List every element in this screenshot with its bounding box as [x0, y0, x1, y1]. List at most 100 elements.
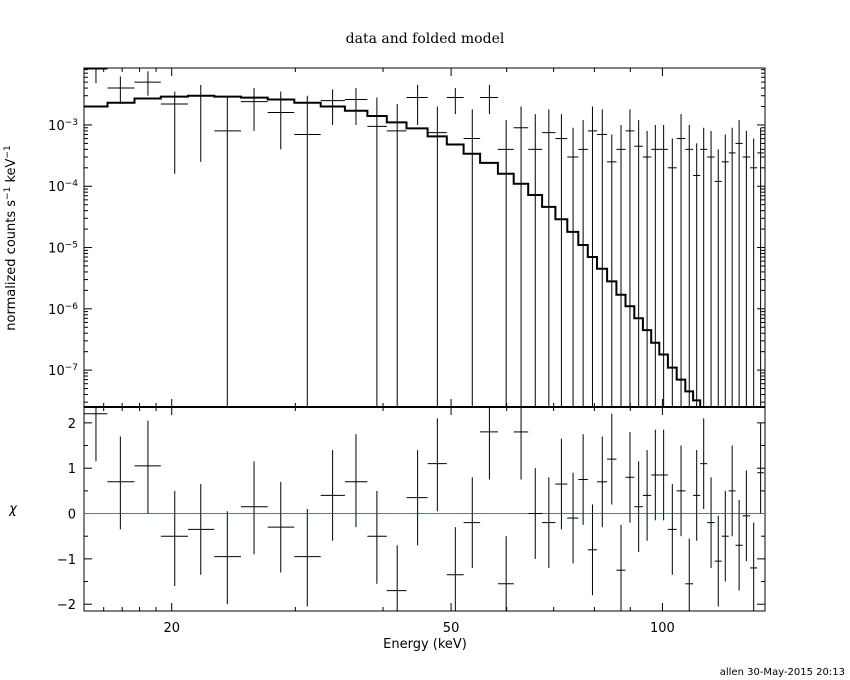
data-point [567, 127, 579, 407]
residual-point [597, 436, 608, 528]
data-point [742, 130, 751, 407]
data-point [480, 84, 498, 115]
residual-point [367, 490, 387, 584]
data-point [587, 106, 598, 407]
residual-y-tick-label: 1 [68, 462, 76, 477]
residual-point [320, 450, 345, 541]
spectrum-panel: 10−3 10−4 10−5 10−6 10−7 [48, 67, 766, 408]
data-point [240, 88, 268, 131]
residual-point [651, 429, 660, 521]
residual-point [188, 484, 215, 575]
residual-point [685, 538, 694, 611]
residual-point [616, 524, 626, 611]
y-tick-label: 10−4 [48, 179, 78, 195]
residual-point [406, 450, 428, 546]
x-tick-label: 20 [163, 621, 180, 636]
residual-point [567, 472, 579, 564]
data-point [134, 71, 161, 96]
residual-y-tick-label: 2 [68, 417, 76, 432]
data-point [651, 124, 660, 407]
residual-point [214, 511, 241, 605]
data-point [528, 114, 543, 407]
residual-point [578, 434, 588, 525]
residual-panel: 20 50 100 −2 −1 0 1 2 [57, 68, 766, 636]
data-point [693, 143, 701, 407]
y-label-exp2: −1 [3, 145, 13, 158]
residual-point [750, 522, 758, 611]
residual-point [634, 461, 643, 553]
data-point [542, 109, 556, 407]
residual-point [84, 407, 108, 462]
x-tick-label: 50 [443, 621, 460, 636]
data-point [188, 84, 215, 162]
data-point [685, 124, 694, 407]
residual-point [700, 418, 708, 509]
residual-point [642, 450, 652, 541]
data-point [386, 103, 407, 407]
residual-frame [83, 406, 766, 612]
residual-point [267, 481, 295, 573]
data-point [578, 120, 588, 407]
residual-point [721, 490, 729, 582]
y-label-main: normalized counts s [4, 200, 19, 331]
residual-point [735, 499, 743, 591]
residual-point [497, 536, 514, 611]
residual-point [513, 407, 529, 480]
residual-y-tick-label: 0 [68, 508, 76, 523]
data-point [642, 130, 652, 407]
residual-point [707, 477, 715, 568]
residual-point [160, 490, 189, 587]
y-label-exp1: −1 [3, 187, 13, 200]
residual-point [728, 445, 736, 537]
residual-point [528, 468, 543, 559]
data-point [597, 109, 608, 407]
residual-point [714, 515, 722, 607]
residual-point [676, 445, 686, 537]
data-point [667, 138, 677, 407]
residual-point [667, 484, 677, 575]
x-tick-label: 100 [650, 621, 675, 636]
residual-point [134, 420, 161, 514]
data-point [497, 120, 514, 407]
residual-y-axis-label: χ [8, 502, 18, 517]
data-point [714, 149, 722, 407]
residual-y-tick-label: −2 [57, 598, 76, 613]
residual-point [625, 431, 635, 523]
residual-point [463, 477, 481, 568]
y-tick-label: 10−7 [48, 363, 78, 379]
y-tick-label: 10−6 [48, 302, 78, 318]
y-tick-label: 10−3 [48, 118, 78, 134]
x-axis-label: Energy (keV) [383, 637, 467, 652]
residual-point [446, 527, 464, 611]
residual-point [344, 434, 368, 528]
residual-point [294, 509, 321, 607]
chart-title: data and folded model [346, 31, 505, 47]
data-point [367, 97, 387, 407]
footer-credit: allen 30-May-2015 20:13 [720, 667, 845, 678]
data-point [160, 91, 189, 174]
data-point [750, 138, 758, 407]
data-point [214, 97, 241, 407]
residual-point [659, 429, 668, 521]
residual-point [427, 418, 447, 512]
data-point [320, 89, 345, 125]
data-point [555, 114, 568, 407]
spectrum-frame [83, 67, 766, 408]
data-point [446, 88, 464, 115]
residual-point [757, 422, 764, 514]
data-point [107, 76, 135, 104]
y-tick-label: 10−5 [48, 241, 78, 257]
data-point [735, 120, 743, 407]
data-point [700, 127, 708, 407]
data-point [406, 84, 428, 125]
residual-point [542, 477, 556, 568]
data-point [728, 127, 736, 407]
data-point [607, 134, 617, 407]
data-point [634, 120, 643, 407]
data-point [344, 88, 368, 125]
data-point [427, 106, 447, 407]
data-point [757, 127, 764, 407]
y-label-mid: keV [4, 158, 19, 186]
residual-point [555, 438, 568, 530]
